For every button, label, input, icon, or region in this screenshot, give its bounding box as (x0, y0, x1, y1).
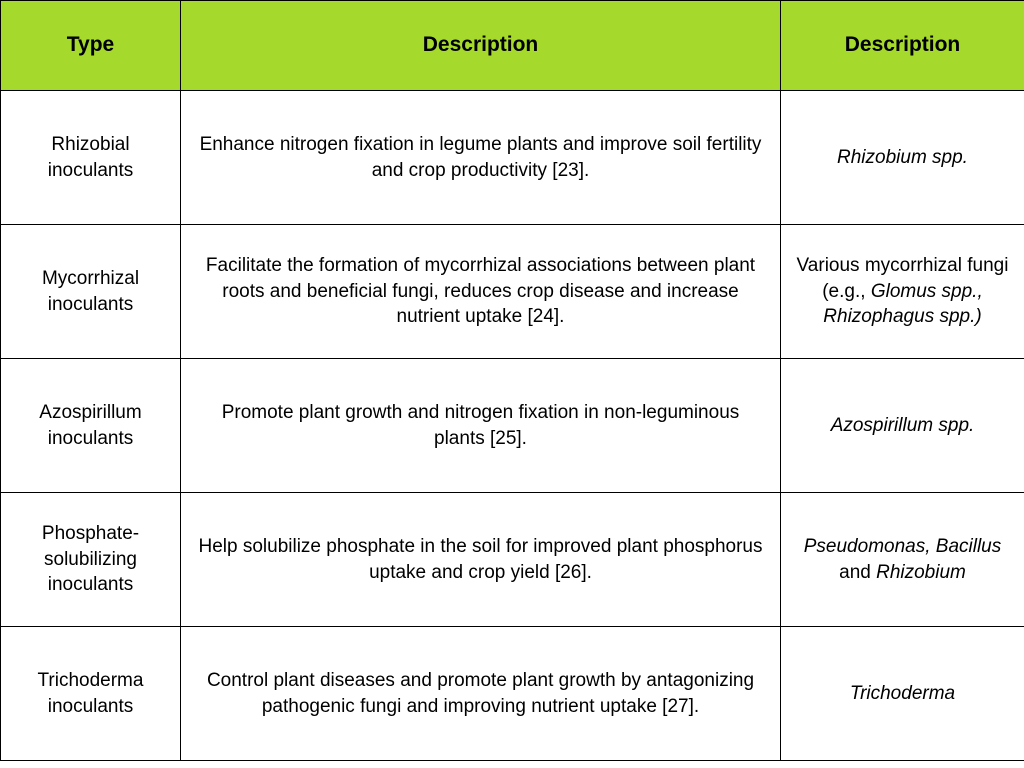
table-row: Trichoderma inoculants Control plant dis… (1, 627, 1024, 761)
example-species: Pseudomonas, Bacillus (804, 536, 1002, 557)
cell-description: Help solubilize phosphate in the soil fo… (181, 493, 781, 627)
table-header: Type Description Description (1, 1, 1024, 91)
cell-description: Control plant diseases and promote plant… (181, 627, 781, 761)
cell-example: Rhizobium spp. (781, 91, 1024, 225)
cell-example: Trichoderma (781, 627, 1024, 761)
cell-description: Promote plant growth and nitrogen fixati… (181, 359, 781, 493)
example-species: Rhizobium (876, 562, 966, 583)
example-plain: Various mycorrhizal fungi (797, 255, 1009, 276)
example-mid: and (839, 562, 876, 583)
example-eg-prefix: (e.g., (822, 281, 871, 302)
col-header-description: Description (181, 1, 781, 91)
cell-example: Azospirillum spp. (781, 359, 1024, 493)
table-row: Mycorrhizal inoculants Facilitate the fo… (1, 225, 1024, 359)
col-header-example: Description (781, 1, 1024, 91)
table-row: Phosphate-solubilizing inoculants Help s… (1, 493, 1024, 627)
example-species: Rhizobium spp. (837, 147, 968, 168)
cell-type: Rhizobial inoculants (1, 91, 181, 225)
example-species: Trichoderma (850, 683, 955, 704)
example-species: Azospirillum spp. (831, 415, 975, 436)
cell-description: Enhance nitrogen fixation in legume plan… (181, 91, 781, 225)
table-row: Azospirillum inoculants Promote plant gr… (1, 359, 1024, 493)
cell-example: Pseudomonas, Bacillus and Rhizobium (781, 493, 1024, 627)
table-row: Rhizobial inoculants Enhance nitrogen fi… (1, 91, 1024, 225)
cell-description: Facilitate the formation of mycorrhizal … (181, 225, 781, 359)
cell-type: Azospirillum inoculants (1, 359, 181, 493)
cell-type: Trichoderma inoculants (1, 627, 181, 761)
inoculants-table: Type Description Description Rhizobial i… (0, 0, 1024, 761)
cell-type: Phosphate-solubilizing inoculants (1, 493, 181, 627)
cell-type: Mycorrhizal inoculants (1, 225, 181, 359)
cell-example: Various mycorrhizal fungi (e.g., Glomus … (781, 225, 1024, 359)
col-header-type: Type (1, 1, 181, 91)
